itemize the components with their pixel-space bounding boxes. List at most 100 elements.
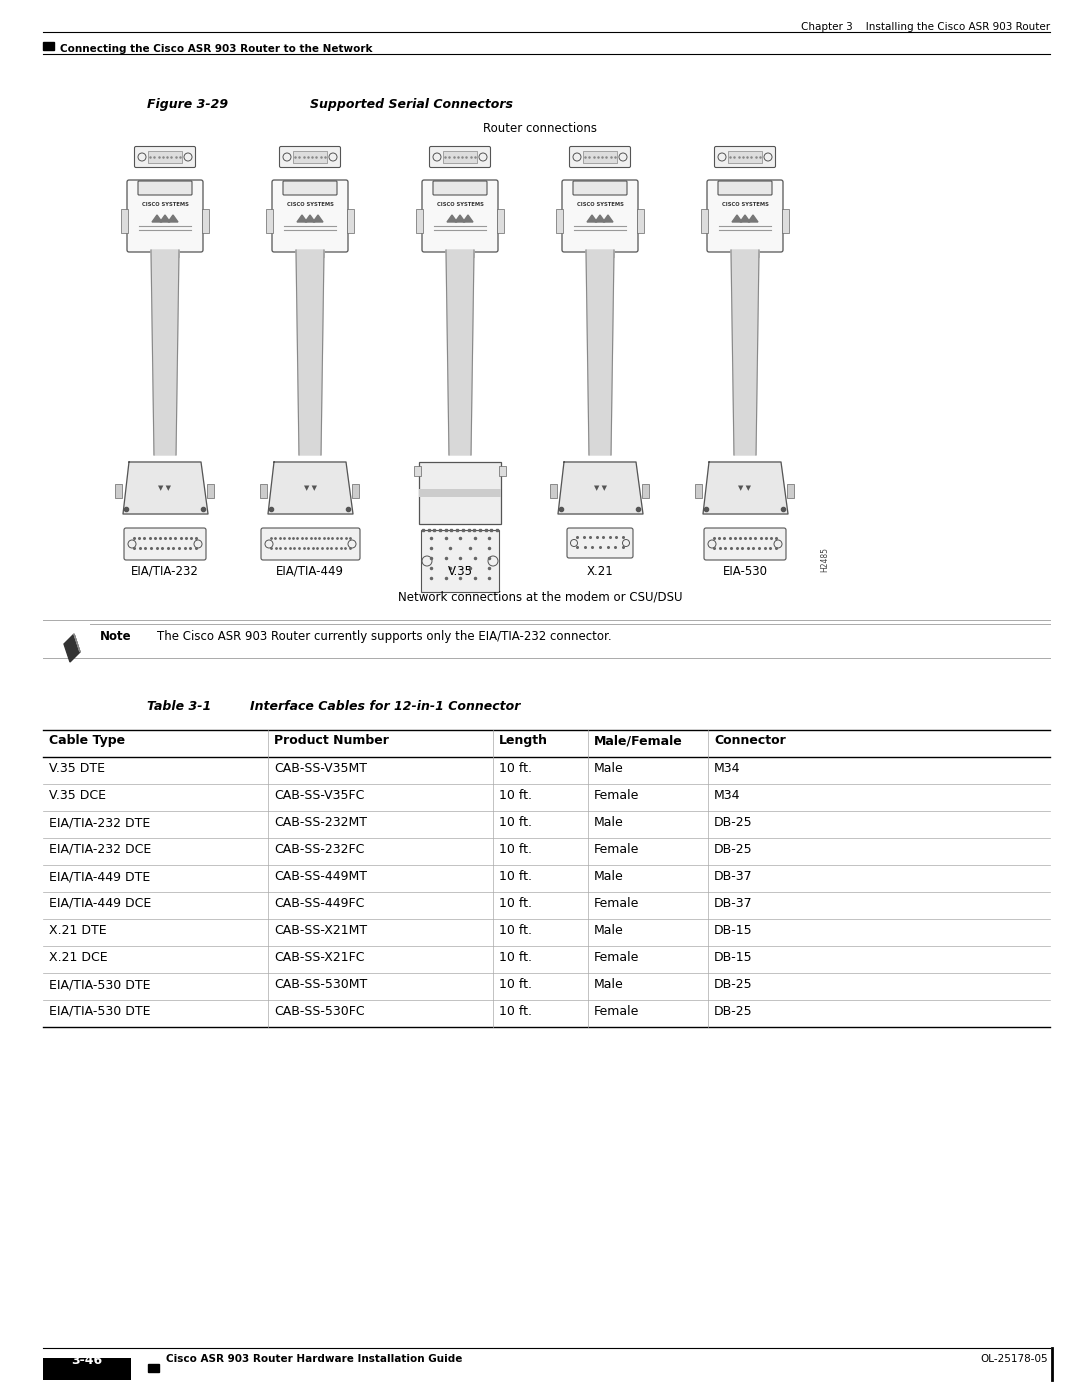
Polygon shape [313,215,323,222]
Text: Female: Female [594,842,639,856]
Text: EIA/TIA-449 DCE: EIA/TIA-449 DCE [49,897,151,909]
Bar [728,151,762,163]
Text: ▼ ▼: ▼ ▼ [739,485,752,490]
Bar [443,151,477,163]
Bar [43,42,54,50]
Text: CAB-SS-V35FC: CAB-SS-V35FC [274,789,364,802]
FancyBboxPatch shape [283,182,337,196]
Bar [121,210,129,233]
Text: EIA/TIA-530 DTE: EIA/TIA-530 DTE [49,1004,150,1018]
Bar [148,151,183,163]
Text: DB-15: DB-15 [714,951,753,964]
Text: EIA/TIA-232 DTE: EIA/TIA-232 DTE [49,816,150,828]
Bar [556,210,563,233]
Text: H2485: H2485 [820,548,829,573]
Bar [293,151,327,163]
Bar [447,258,473,263]
Bar [266,210,273,233]
Polygon shape [588,215,597,222]
FancyBboxPatch shape [280,147,340,168]
Bar [497,210,504,233]
Text: CAB-SS-530FC: CAB-SS-530FC [274,1004,365,1018]
FancyBboxPatch shape [138,182,192,196]
Text: Female: Female [594,789,639,802]
Bar [446,253,474,257]
Text: CISCO SYSTEMS: CISCO SYSTEMS [141,201,188,207]
Text: Table 3-1: Table 3-1 [147,700,212,712]
Text: EIA-530: EIA-530 [723,564,768,578]
Bar [414,467,421,476]
Text: 10 ft.: 10 ft. [499,923,532,937]
Text: X.21 DCE: X.21 DCE [49,951,108,964]
Text: DB-37: DB-37 [714,897,753,909]
Polygon shape [740,215,750,222]
FancyBboxPatch shape [569,147,631,168]
Bar [419,489,501,497]
Text: ▼ ▼: ▼ ▼ [159,485,172,490]
Text: Note: Note [100,630,132,643]
Bar [588,258,613,263]
Text: CAB-SS-X21FC: CAB-SS-X21FC [274,951,365,964]
Polygon shape [446,250,474,455]
Bar [448,263,472,267]
Text: Connector: Connector [714,733,786,747]
Polygon shape [75,634,80,652]
FancyBboxPatch shape [707,180,783,251]
Polygon shape [748,215,758,222]
Text: CAB-SS-449FC: CAB-SS-449FC [274,897,364,909]
Text: CAB-SS-530MT: CAB-SS-530MT [274,978,367,990]
Text: Male: Male [594,761,624,775]
Bar [419,462,501,524]
Text: Product Number: Product Number [274,733,389,747]
Polygon shape [64,634,80,662]
Text: DB-15: DB-15 [714,923,753,937]
Polygon shape [151,250,179,455]
Text: V.35 DTE: V.35 DTE [49,761,105,775]
Bar [637,210,644,233]
FancyBboxPatch shape [433,182,487,196]
Text: CISCO SYSTEMS: CISCO SYSTEMS [577,201,623,207]
Text: EIA/TIA-232: EIA/TIA-232 [131,564,199,578]
FancyBboxPatch shape [135,147,195,168]
Text: 10 ft.: 10 ft. [499,897,532,909]
Polygon shape [123,462,208,514]
Bar [550,483,557,499]
Text: 10 ft.: 10 ft. [499,870,532,883]
Text: Router connections: Router connections [483,122,597,136]
FancyBboxPatch shape [127,180,203,251]
Text: Figure 3-29: Figure 3-29 [147,98,228,110]
Text: X.21 DTE: X.21 DTE [49,923,107,937]
Text: Network connections at the modem or CSU/DSU: Network connections at the modem or CSU/… [397,590,683,604]
Bar [207,483,214,499]
FancyBboxPatch shape [272,180,348,251]
Bar [421,529,499,592]
Polygon shape [268,462,353,514]
Text: CISCO SYSTEMS: CISCO SYSTEMS [286,201,334,207]
Text: Female: Female [594,951,639,964]
Bar [260,483,267,499]
Polygon shape [732,215,742,222]
Polygon shape [463,215,473,222]
Bar [499,467,507,476]
FancyBboxPatch shape [567,528,633,557]
Text: OL-25178-05: OL-25178-05 [981,1354,1048,1363]
Bar [152,258,178,263]
Text: V.35: V.35 [447,564,473,578]
Polygon shape [160,215,170,222]
Text: DB-37: DB-37 [714,870,753,883]
Text: Female: Female [594,897,639,909]
Text: 3-46: 3-46 [71,1354,103,1368]
Text: EIA/TIA-449 DTE: EIA/TIA-449 DTE [49,870,150,883]
Text: Male: Male [594,870,624,883]
Text: Chapter 3    Installing the Cisco ASR 903 Router: Chapter 3 Installing the Cisco ASR 903 R… [801,22,1050,32]
Polygon shape [296,250,324,455]
Text: CAB-SS-V35MT: CAB-SS-V35MT [274,761,367,775]
Bar [296,253,324,257]
Bar [114,483,122,499]
FancyBboxPatch shape [124,528,206,560]
Text: 10 ft.: 10 ft. [499,1004,532,1018]
Text: DB-25: DB-25 [714,1004,753,1018]
Bar [588,263,612,267]
Text: DB-25: DB-25 [714,978,753,990]
Polygon shape [447,215,457,222]
